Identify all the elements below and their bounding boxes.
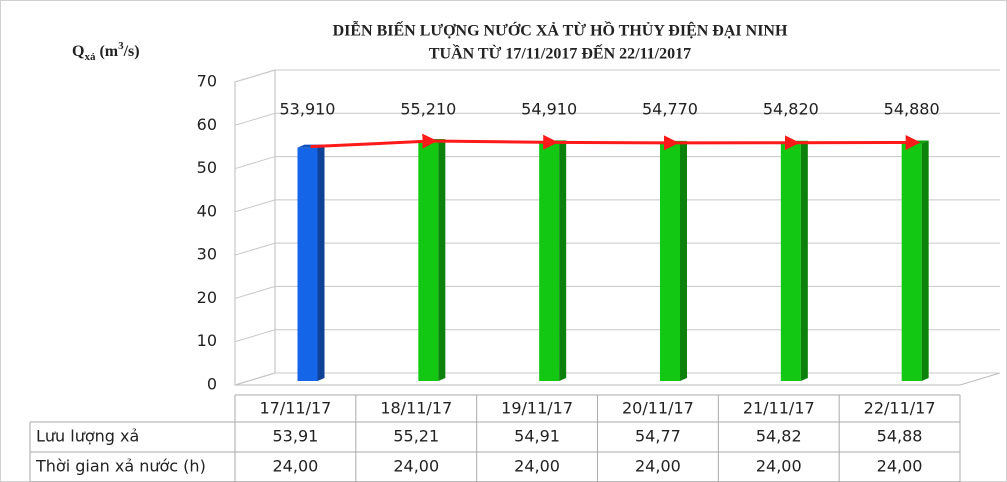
- grid-line: [234, 112, 1000, 126]
- bar-side: [438, 139, 446, 381]
- table-cell: 54,91: [514, 427, 560, 446]
- grid-line: [234, 329, 1000, 343]
- grid-line: [234, 372, 1000, 386]
- chart-subtitle: TUẦN TỪ 17/11/2017 ĐẾN 22/11/2017: [429, 44, 691, 63]
- grid-line: [234, 69, 1000, 83]
- y-tick-label: 60: [197, 115, 217, 134]
- table-cell: 24,00: [273, 457, 319, 476]
- data-label: 53,910: [280, 100, 336, 119]
- grid-line: [234, 242, 1000, 256]
- table-cell: 54,88: [877, 427, 923, 446]
- x-tick-label: 20/11/17: [622, 399, 694, 418]
- table-cell: 24,00: [877, 457, 923, 476]
- bar: [418, 142, 439, 381]
- x-tick-label: 19/11/17: [501, 399, 573, 418]
- bar: [539, 143, 560, 381]
- chart-title: DIỄN BIẾN LƯỢNG NƯỚC XẢ TỪ HỒ THỦY ĐIỆN …: [333, 20, 788, 40]
- table-cell: 24,00: [393, 457, 439, 476]
- bar-side: [559, 140, 567, 381]
- y-tick-label: 40: [197, 201, 217, 220]
- y-tick-label: 30: [197, 245, 217, 264]
- data-label: 54,770: [642, 100, 698, 119]
- x-tick-label: 21/11/17: [743, 399, 815, 418]
- y-tick-label: 10: [197, 331, 217, 350]
- y-tick-label: 0: [207, 375, 217, 394]
- bar-side: [680, 140, 687, 381]
- x-tick-label: 22/11/17: [864, 399, 936, 418]
- grid-line: [234, 285, 1000, 299]
- y-tick-label: 20: [197, 288, 217, 307]
- table-cell: 54,82: [756, 427, 802, 446]
- data-label: 55,210: [400, 100, 456, 119]
- y-axis-label: Qxả (m3/s): [72, 40, 140, 63]
- x-tick-label: 18/11/17: [380, 399, 452, 418]
- table-row-name: Thời gian xả nước (h): [35, 457, 206, 476]
- table-cell: 54,77: [635, 427, 681, 446]
- bar: [901, 143, 922, 381]
- table-cell: 53,91: [273, 427, 319, 446]
- line: [310, 133, 921, 151]
- y-tick-label: 70: [197, 72, 217, 91]
- bar: [780, 143, 801, 381]
- data-label: 54,910: [521, 100, 577, 119]
- x-tick-label: 17/11/17: [259, 399, 331, 418]
- y-tick-label: 50: [197, 158, 217, 177]
- grid-line: [234, 156, 1000, 170]
- grid-line: [234, 199, 1000, 213]
- bar: [297, 147, 318, 381]
- table-cell: 55,21: [393, 427, 439, 446]
- bar-side: [317, 144, 325, 381]
- table-row-name: Lưu lượng xả: [36, 427, 139, 446]
- data-label: 54,820: [763, 100, 819, 119]
- table-cell: 24,00: [635, 457, 681, 476]
- bar-side: [800, 140, 808, 381]
- data-label: 54,880: [884, 100, 940, 119]
- table-cell: 24,00: [756, 457, 802, 476]
- bar-side: [921, 140, 929, 381]
- bar: [660, 143, 680, 381]
- table-cell: 24,00: [514, 457, 560, 476]
